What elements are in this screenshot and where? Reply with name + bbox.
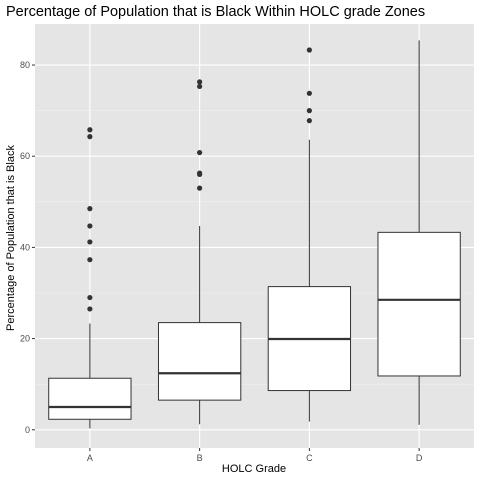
box-D bbox=[377, 40, 461, 425]
y-tick-label: 0 bbox=[25, 425, 30, 435]
outlier-point bbox=[87, 206, 93, 212]
box-A bbox=[48, 127, 132, 429]
x-axis-label: HOLC Grade bbox=[222, 463, 286, 475]
outlier-point bbox=[306, 47, 312, 53]
outlier-point bbox=[197, 149, 203, 156]
boxes bbox=[48, 40, 461, 429]
outlier-point bbox=[87, 306, 93, 312]
y-axis-label: Percentage of Population that is Black bbox=[5, 145, 17, 331]
x-tick-label: D bbox=[416, 453, 423, 463]
outlier-point bbox=[87, 257, 93, 263]
x-tick-label: A bbox=[87, 453, 93, 463]
y-tick-label: 80 bbox=[20, 60, 30, 70]
outlier-point bbox=[197, 83, 203, 90]
outlier-point bbox=[87, 134, 93, 140]
y-axis: 0 20 40 60 80 bbox=[20, 60, 35, 435]
outlier-point bbox=[306, 118, 312, 124]
outlier-point bbox=[197, 185, 203, 191]
outlier-point bbox=[197, 170, 203, 176]
outlier-point bbox=[87, 239, 93, 245]
x-tick-label: B bbox=[197, 453, 203, 463]
box-B bbox=[157, 79, 242, 425]
outlier-point bbox=[87, 127, 93, 133]
outlier-point bbox=[197, 79, 203, 85]
outlier-point bbox=[87, 223, 93, 229]
box-iqr bbox=[377, 231, 461, 377]
box-iqr bbox=[157, 322, 242, 401]
outlier-point bbox=[87, 294, 93, 301]
x-axis: A B C D bbox=[87, 448, 423, 463]
outlier-point bbox=[306, 108, 312, 114]
y-tick-label: 60 bbox=[20, 151, 30, 161]
y-tick-label: 20 bbox=[20, 334, 30, 344]
x-tick-label: C bbox=[306, 453, 313, 463]
box-iqr bbox=[48, 377, 132, 420]
chart-title: Percentage of Population that is Black W… bbox=[6, 4, 425, 20]
outlier-point bbox=[306, 90, 312, 96]
box-C bbox=[267, 47, 352, 422]
y-tick-label: 40 bbox=[20, 242, 30, 252]
